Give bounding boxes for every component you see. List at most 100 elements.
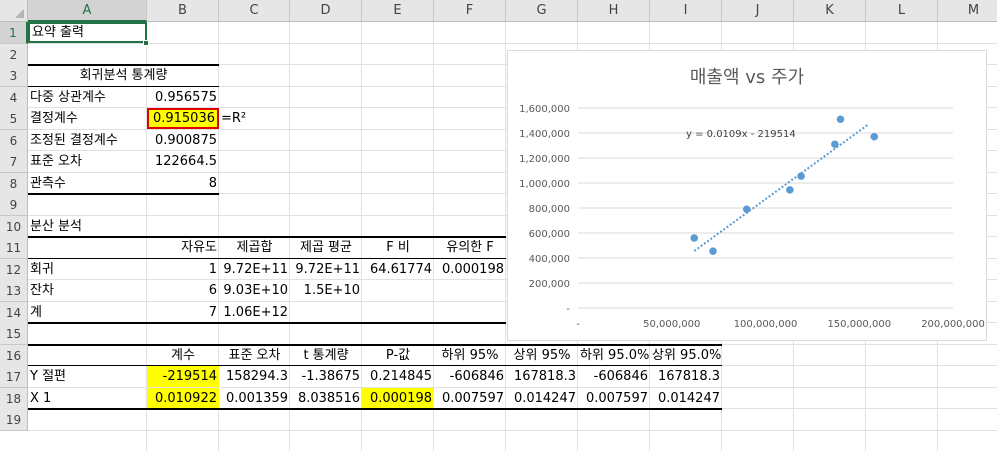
cell-b6[interactable]: 0.900875	[154, 132, 217, 148]
r-squared-note[interactable]: =R²	[221, 111, 247, 126]
cell-b18[interactable]: 0.010922	[147, 387, 219, 409]
cell-a13[interactable]: 잔차	[30, 283, 54, 298]
cell-a4[interactable]: 다중 상관계수	[30, 89, 106, 105]
select-all-corner[interactable]	[0, 0, 28, 22]
anova-title[interactable]: 분산 분석	[30, 218, 82, 234]
cell-c11[interactable]: 제곱합	[236, 240, 273, 255]
row-header-2[interactable]: 2	[0, 43, 28, 66]
cell-a7[interactable]: 표준 오차	[30, 154, 82, 169]
cell-a17[interactable]: Y 절편	[30, 369, 66, 384]
cell-e16[interactable]: P-값	[385, 347, 411, 363]
row-header-1[interactable]: 1	[0, 22, 28, 44]
cell-b13[interactable]: 6	[208, 283, 217, 298]
cell-f11[interactable]: 유의한 F	[446, 240, 494, 255]
row-header-13[interactable]: 13	[0, 280, 28, 302]
table-border	[28, 257, 506, 259]
column-header-b[interactable]: B	[147, 0, 219, 22]
row-header-8[interactable]: 8	[0, 172, 28, 195]
row-header-5[interactable]: 5	[0, 108, 28, 130]
column-header-l[interactable]: L	[866, 0, 938, 22]
data-point	[709, 247, 717, 255]
cell-a12[interactable]: 회귀	[30, 261, 54, 277]
cell-a8[interactable]: 관측수	[30, 175, 66, 191]
fill-handle[interactable]	[143, 39, 149, 46]
cell-d16[interactable]: t 통계량	[303, 347, 349, 363]
column-header-c[interactable]: C	[219, 0, 290, 22]
row-header-14[interactable]: 14	[0, 301, 28, 324]
row-header-10[interactable]: 10	[0, 215, 28, 238]
cell-g18[interactable]: 0.014247	[513, 390, 576, 406]
cell-e11[interactable]: F 비	[386, 240, 410, 255]
cell-d17[interactable]: -1.38675	[301, 369, 360, 384]
cell-i17[interactable]: 167818.3	[657, 369, 720, 384]
cell-a14[interactable]: 계	[30, 304, 42, 320]
row-header-4[interactable]: 4	[0, 86, 28, 109]
cell-b7[interactable]: 122664.5	[154, 154, 217, 169]
y-tick-label: 1,600,000	[519, 104, 570, 115]
row-header-11[interactable]: 11	[0, 237, 28, 259]
r-squared-highlight[interactable]: 0.915036	[147, 108, 219, 129]
cell-d18[interactable]: 8.038516	[297, 390, 360, 406]
cell-d11[interactable]: 제곱 평균	[300, 240, 352, 255]
table-border	[28, 85, 219, 87]
column-header-e[interactable]: E	[362, 0, 434, 22]
cell-b16[interactable]: 계수	[171, 347, 195, 363]
x-tick-label: 150,000,000	[827, 319, 891, 330]
column-header-f[interactable]: F	[434, 0, 506, 22]
row-header-19[interactable]: 19	[0, 409, 28, 431]
cell-c17[interactable]: 158294.3	[225, 369, 288, 384]
row-header-12[interactable]: 12	[0, 258, 28, 281]
regression-stats-title[interactable]: 회귀분석 통계량	[79, 68, 168, 83]
cell-a18[interactable]: X 1	[30, 390, 52, 406]
cell-a1-summary-output[interactable]: 요약 출력	[28, 22, 147, 43]
cell-d13[interactable]: 1.5E+10	[303, 283, 360, 298]
cell-b8[interactable]: 8	[208, 175, 217, 191]
cell-a6[interactable]: 조정된 결정계수	[30, 132, 118, 148]
cell-f17[interactable]: -606846	[449, 369, 504, 384]
row-header-6[interactable]: 6	[0, 129, 28, 152]
cell-g16[interactable]: 상위 95%	[513, 347, 571, 363]
table-border	[28, 365, 722, 366]
column-header-m[interactable]: M	[938, 0, 997, 22]
cell-i16[interactable]: 상위 95.0%	[652, 347, 722, 363]
cell-e18[interactable]: 0.000198	[362, 387, 434, 409]
cell-b17[interactable]: -219514	[147, 366, 219, 387]
row-header-7[interactable]: 7	[0, 151, 28, 173]
column-header-a[interactable]: A	[28, 0, 147, 22]
column-header-i[interactable]: I	[650, 0, 722, 22]
column-header-j[interactable]: J	[722, 0, 794, 22]
cell-h16[interactable]: 하위 95.0%	[580, 347, 650, 363]
cell-d12[interactable]: 9.72E+11	[295, 261, 360, 277]
cell-i18[interactable]: 0.014247	[657, 390, 720, 406]
y-tick-label: 1,200,000	[519, 154, 570, 165]
cell-f16[interactable]: 하위 95%	[441, 347, 499, 363]
cell-g17[interactable]: 167818.3	[513, 369, 576, 384]
row-header-16[interactable]: 16	[0, 344, 28, 367]
row-header-15[interactable]: 15	[0, 323, 28, 345]
cell-b14[interactable]: 7	[208, 304, 217, 320]
cell-h18[interactable]: 0.007597	[585, 390, 648, 406]
column-header-g[interactable]: G	[506, 0, 578, 22]
cell-b11[interactable]: 자유도	[181, 240, 217, 255]
column-header-k[interactable]: K	[794, 0, 866, 22]
column-header-h[interactable]: H	[578, 0, 650, 22]
cell-c12[interactable]: 9.72E+11	[223, 261, 288, 277]
cell-c18[interactable]: 0.001359	[225, 390, 288, 406]
cell-f12[interactable]: 0.000198	[441, 261, 504, 277]
cell-c14[interactable]: 1.06E+12	[223, 304, 288, 320]
row-header-18[interactable]: 18	[0, 387, 28, 410]
column-header-d[interactable]: D	[290, 0, 362, 22]
cell-e17[interactable]: 0.214845	[369, 369, 432, 384]
row-header-9[interactable]: 9	[0, 194, 28, 216]
row-header-17[interactable]: 17	[0, 366, 28, 388]
cell-c13[interactable]: 9.03E+10	[223, 283, 288, 298]
cell-f18[interactable]: 0.007597	[441, 390, 504, 406]
scatter-chart[interactable]: 매출액 vs 주가 - 200,000 400,000 600,000 800,000 1…	[507, 50, 987, 341]
cell-h17[interactable]: -606846	[593, 369, 648, 384]
cell-e12[interactable]: 64.61774	[369, 261, 432, 277]
cell-c16[interactable]: 표준 오차	[228, 347, 281, 363]
cell-b12[interactable]: 1	[208, 261, 217, 277]
cell-a5[interactable]: 결정계수	[30, 111, 78, 126]
row-header-3[interactable]: 3	[0, 65, 28, 87]
cell-b4[interactable]: 0.956575	[154, 89, 217, 105]
